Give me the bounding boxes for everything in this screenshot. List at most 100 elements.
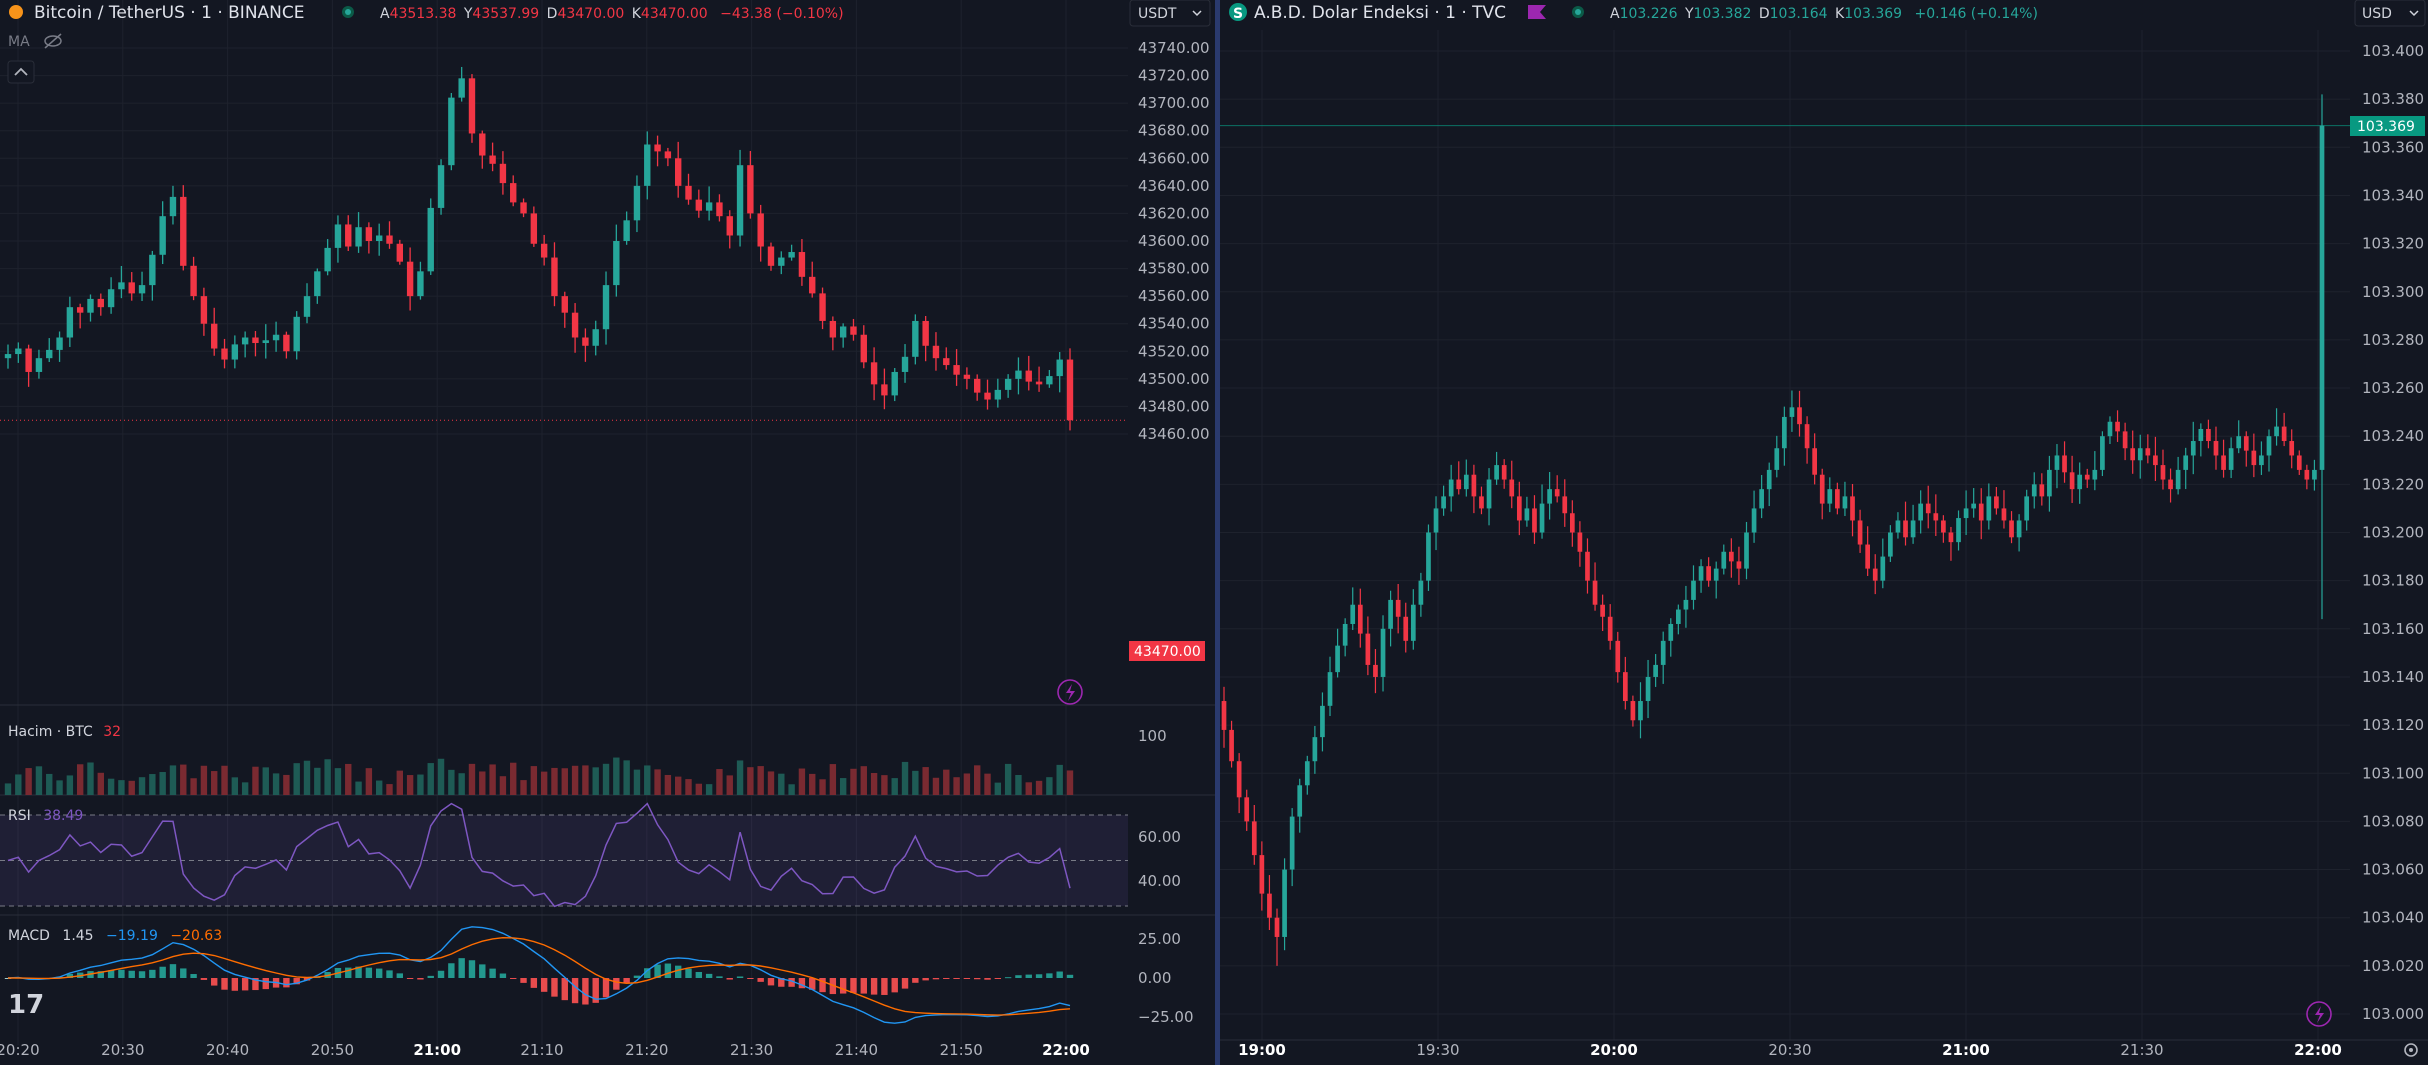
right-candle-body [1872,568,1878,581]
right-open-value: 103.226 [1620,6,1678,22]
macd-histogram-bar [994,978,1002,979]
right-candles[interactable] [1221,94,2325,966]
right-candle-body [1297,785,1303,817]
left-volume-bar [1066,770,1074,795]
collapse-indicators-button[interactable] [7,60,35,84]
left-candle-body [705,202,713,211]
lightning-icon[interactable] [1057,679,1083,705]
lightning-icon[interactable] [2306,1001,2332,1027]
left-volume-bar [355,781,362,795]
left-candle-body [489,155,496,164]
right-candle-body [2001,508,2007,521]
macd-histogram-bar [427,975,434,978]
left-high-value: 43537.99 [472,6,539,22]
left-y-tick: 43480.00 [1138,397,1210,415]
left-y-tick: 43580.00 [1138,260,1210,278]
left-volume-bar [788,784,795,795]
macd-histogram-bar [355,966,362,978]
macd-histogram-bar [571,978,579,1004]
left-candle-body [891,371,898,396]
right-candle-body [1645,676,1651,702]
right-candle-body [1706,566,1711,581]
right-grid [1220,30,2428,1041]
right-candle-body [1903,520,1908,538]
left-volume-bar [396,770,404,795]
left-candle-body [1056,359,1063,377]
macd-signal-value: −20.63 [170,928,222,944]
eye-hidden-icon[interactable] [44,33,62,49]
right-candle-body [1835,489,1840,509]
macd-label: MACD [8,928,50,944]
left-candle-body [685,185,692,200]
left-candle-body [118,282,125,290]
left-volume-bar [128,780,135,795]
right-candle-body [2175,469,2181,490]
right-candle-body [1774,448,1780,470]
left-currency-select[interactable]: USDT [1129,0,1211,27]
left-volume-bar [767,771,775,795]
left-candle-body [592,329,599,346]
left-volume-bar [56,780,63,795]
right-candle-body [1857,520,1863,545]
left-volume-bar [107,778,115,795]
left-volume-bar [922,767,929,795]
right-y-tick: 103.260 [2362,379,2424,397]
left-candle-body [602,285,610,330]
left-candle-body [128,282,135,294]
right-candle-body [1244,797,1250,822]
right-currency-select[interactable]: USD [2354,0,2426,27]
bitcoin-icon [9,5,23,19]
ma-indicator-label[interactable]: MA [8,34,30,50]
left-volume-bar [25,768,32,795]
left-volume-bar [76,764,84,795]
tradingview-logo[interactable]: 17 [8,990,44,1020]
right-change-value: +0.146 (+0.14%) [1915,6,2038,22]
right-candle-body [1312,737,1318,762]
macd-histogram-bar [530,978,538,988]
right-candle-body [1532,508,1537,533]
left-volume-bar [613,757,620,795]
symbol-badge-icon [1229,3,1247,21]
right-candle-body [1668,623,1674,641]
left-candle-body [520,202,527,214]
macd-histogram-bar [912,978,919,983]
left-symbol-title[interactable]: Bitcoin / TetherUS · 1 · BINANCE [34,3,305,23]
left-volume-bar [943,769,950,795]
left-volume-bar [159,772,166,795]
left-volume-bar [489,764,496,795]
left-volume-bar [149,774,156,795]
macd-histogram-bar [819,978,826,993]
left-candle-body [922,320,929,346]
right-candle-body [1229,729,1234,762]
left-candle-body [613,241,620,286]
right-candle-body [1554,489,1560,497]
pane-divider[interactable] [1215,0,1220,1065]
macd-histogram-bar [1025,974,1032,978]
svg-text:A103.226 Y103.382: A103.226 Y103.382 D103.164 K103.369 +0.1… [1610,6,2038,22]
left-candle-body [943,358,950,366]
right-candle-body [1622,672,1628,702]
left-candle-body [623,220,630,241]
right-symbol-title[interactable]: A.B.D. Dolar Endeksi · 1 · TVC [1254,3,1506,23]
right-candle-body [2289,441,2295,456]
left-candle-body [448,97,455,166]
right-candle-body [1691,580,1696,600]
left-volume-bar [190,778,197,795]
left-volume-bar [417,774,424,795]
right-y-tick: 103.020 [2362,957,2424,975]
right-candle-body [2107,421,2113,437]
left-candle-body [427,207,434,272]
left-candle-body [159,216,166,255]
settings-gear-icon[interactable] [2404,1043,2418,1057]
volume-value: 32 [103,724,121,740]
left-y-tick: 43600.00 [1138,232,1210,250]
left-candle-body [736,165,744,236]
right-candle-body [1615,640,1621,673]
left-change-value: −43.38 (−0.10%) [720,6,843,22]
right-candle-body [2213,441,2219,456]
right-candle-body [1789,407,1795,417]
flag-icon[interactable] [1528,5,1546,19]
left-volume-bar [1004,763,1012,795]
right-candle-body [2084,474,2090,480]
left-candles[interactable] [4,66,1074,431]
